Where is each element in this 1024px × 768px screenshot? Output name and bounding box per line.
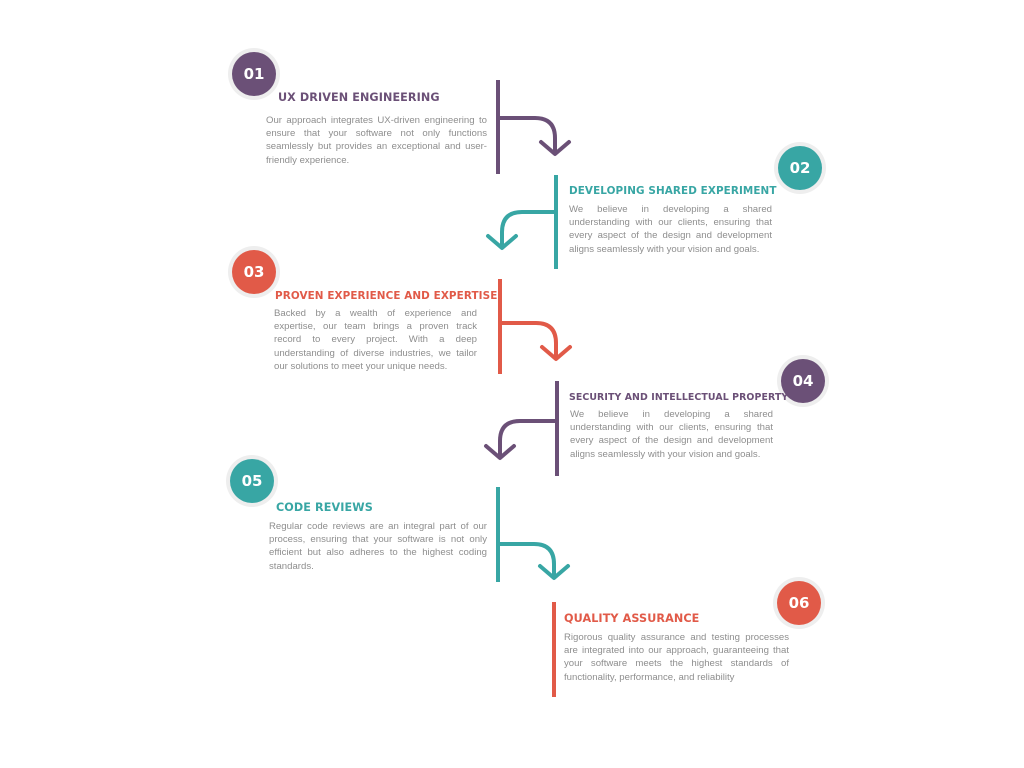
step-description: Our approach integrates UX-driven engine… — [266, 115, 487, 166]
arrow-right-down-icon — [496, 80, 571, 174]
step-description: Backed by a wealth of experience and exp… — [274, 308, 477, 372]
arrow-left-down-icon — [486, 175, 558, 269]
arrow-right-down-icon — [496, 487, 570, 582]
step-title: PROVEN EXPERIENCE AND EXPERTISE — [275, 290, 498, 302]
step-number-badge: 03 — [232, 250, 276, 294]
step-number-badge: 02 — [778, 146, 822, 190]
step-title: UX DRIVEN ENGINEERING — [278, 91, 440, 104]
arrow-left-down-icon — [484, 381, 559, 476]
step-title: DEVELOPING SHARED EXPERIMENT — [569, 185, 777, 197]
step-description: Rigorous quality assurance and testing p… — [564, 632, 789, 683]
step-title: QUALITY ASSURANCE — [564, 612, 700, 625]
step-number-badge: 04 — [781, 359, 825, 403]
step-number-badge: 01 — [232, 52, 276, 96]
step-number-badge: 05 — [230, 459, 274, 503]
step-title: CODE REVIEWS — [276, 501, 373, 514]
step-description: Regular code reviews are an integral par… — [269, 521, 487, 572]
step-description: We believe in developing a shared unders… — [569, 204, 772, 255]
step-title: SECURITY AND INTELLECTUAL PROPERTY — [569, 392, 789, 403]
step-description: We believe in developing a shared unders… — [570, 409, 773, 460]
arrow-right-down-icon — [498, 279, 572, 374]
step-number-badge: 06 — [777, 581, 821, 625]
